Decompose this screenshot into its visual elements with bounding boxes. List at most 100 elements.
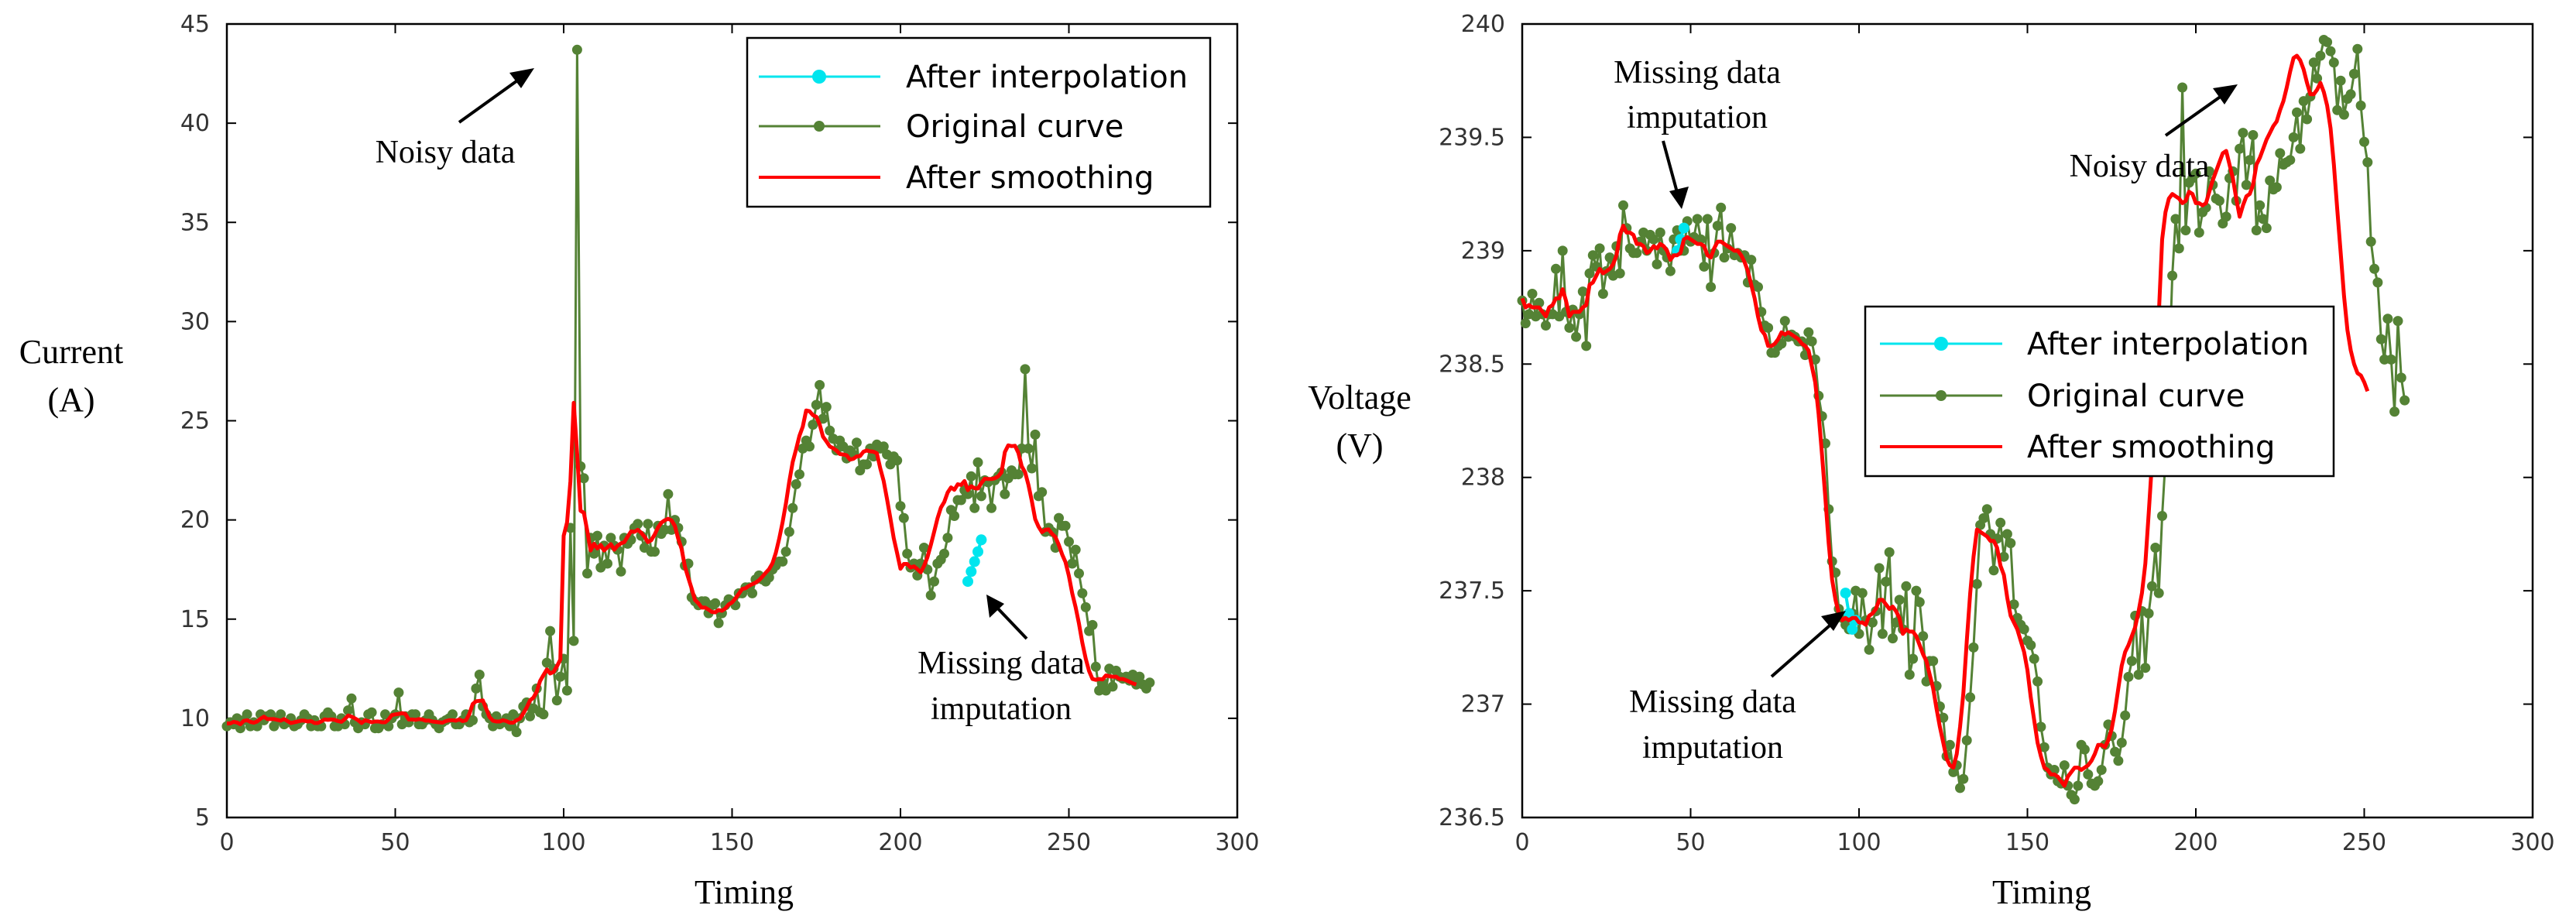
voltage-original-point [1877,629,1888,639]
voltage-original-point [1955,783,1965,793]
current-arrowhead-noisy [509,68,534,88]
current-original-point [925,590,936,601]
voltage-original-point [2355,100,2366,111]
current-annotation-missing-line1: Missing data [918,646,1085,681]
current-legend-smooth-label: After smoothing [906,160,1154,196]
current-original-point [777,556,788,567]
current-original-point [276,709,286,720]
voltage-original-point [1971,578,1982,589]
voltage-original-point [2069,794,2080,805]
voltage-original-point [2093,776,2104,787]
voltage-original-point [1753,282,1763,293]
voltage-interpolation-point [1843,608,1854,619]
voltage-arrow-noisy [2164,91,2228,137]
voltage-original-point [2235,143,2245,154]
current-original-point [1064,536,1074,547]
voltage-original-point [2083,769,2094,780]
voltage-original-point [2315,50,2326,61]
voltage-original-point [2146,581,2157,591]
current-original-point [804,441,815,452]
voltage-arrow-missing2 [1770,619,1837,678]
voltage-original-point [2221,211,2231,222]
voltage-xtick-label: 150 [2005,829,2049,856]
current-original-point [794,469,804,480]
current-original-point [242,709,252,720]
voltage-original-point [2150,543,2161,553]
current-original-point [525,711,535,721]
voltage-original-point [1911,585,1922,596]
voltage-original-point [2325,46,2336,57]
voltage-original-point [1884,547,1895,557]
voltage-original-point [2248,130,2259,140]
current-original-point [235,723,245,734]
voltage-original-point [1716,202,1727,213]
current-original-point [343,705,354,716]
voltage-original-point [1604,252,1615,263]
current-original-point [825,425,835,436]
voltage-original-point [2029,653,2039,664]
voltage-original-point [1894,595,1905,605]
voltage-original-point [1874,563,1885,574]
current-x-ticks: 0 50 100 150 200 250 300 [219,24,1260,856]
voltage-original-point [1965,692,1976,703]
voltage-original-point [2032,676,2043,687]
current-original-point [976,491,986,502]
voltage-original-point [1968,642,1979,653]
current-xlabel: Timing [695,873,794,911]
voltage-xtick-label: 100 [1837,829,1881,856]
current-original-point [895,501,906,512]
current-original-point [1107,681,1118,692]
current-original-point [1077,588,1088,598]
current-original-point [1013,469,1024,480]
current-arrow-noisy [458,74,527,124]
voltage-original-point [2328,57,2339,68]
voltage-original-point [2392,316,2403,327]
current-original-point [929,576,939,587]
voltage-original-point [1655,227,1665,238]
voltage-original-point [1746,255,1757,266]
voltage-original-point [2338,109,2349,120]
current-y-ticks: 5 10 15 20 25 30 35 40 45 [180,11,1237,831]
voltage-original-point [2258,214,2269,225]
voltage-original-point [2382,314,2393,324]
voltage-original-point [2173,243,2184,254]
voltage-original-point [2170,214,2181,225]
voltage-original-point [1702,214,1713,225]
voltage-original-point [1978,512,1989,523]
current-original-point [918,543,929,553]
current-ytick-label: 5 [195,804,210,831]
voltage-original-point [2238,128,2248,139]
current-legend-original-marker [814,121,825,132]
current-original-point [592,530,602,541]
voltage-original-point [1918,631,1929,642]
current-original-point [815,379,825,390]
voltage-original-point [2295,143,2306,154]
voltage-original-point [2322,36,2333,47]
current-original-point [811,399,822,410]
current-smoothed-curve [227,400,1137,727]
voltage-original-point [2005,538,2016,549]
current-original-point [784,526,794,537]
voltage-ytick-label: 238 [1461,464,1505,492]
voltage-series-layer [1517,35,2410,805]
voltage-original-point [2261,223,2272,234]
current-original-point [1030,429,1041,440]
voltage-original-point [2079,744,2090,755]
current-original-point [1144,677,1155,688]
voltage-original-point [1648,234,1659,245]
current-legend-interp-marker [812,70,826,84]
voltage-original-point [2255,200,2266,211]
voltage-original-point [1551,263,1561,274]
voltage-original-point [1614,268,1625,279]
voltage-original-point [1577,286,1588,297]
current-original-point [747,588,758,598]
voltage-original-point [2036,721,2046,732]
current-original-point [633,519,643,530]
voltage-original-point [2251,225,2262,235]
current-original-point [551,695,562,706]
voltage-original-point [2025,639,2036,650]
current-original-point [1067,558,1078,569]
voltage-chart: 236.5 237 237.5 238 238.5 239 239.5 240 0 50 100 1… [1308,11,2554,911]
voltage-original-point [1631,248,1642,259]
